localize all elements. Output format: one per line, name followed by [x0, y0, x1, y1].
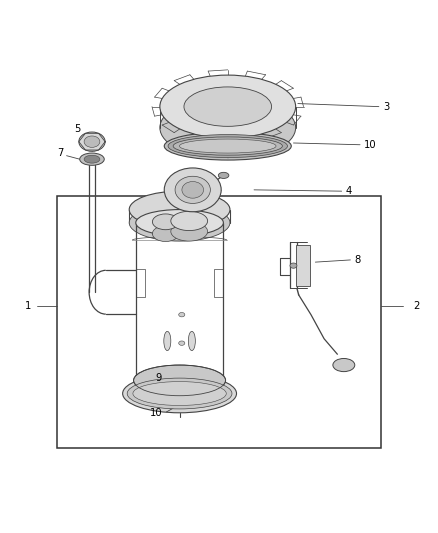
Ellipse shape [84, 155, 100, 163]
Ellipse shape [160, 96, 296, 159]
Ellipse shape [175, 176, 210, 204]
Ellipse shape [134, 365, 226, 395]
Ellipse shape [127, 378, 232, 409]
Ellipse shape [84, 136, 100, 147]
Ellipse shape [179, 312, 185, 317]
Text: 4: 4 [346, 186, 352, 196]
Bar [136, 269, 145, 297]
Text: 2: 2 [413, 301, 419, 311]
Text: 1: 1 [25, 301, 32, 311]
Ellipse shape [333, 359, 355, 372]
Ellipse shape [136, 209, 223, 236]
Ellipse shape [184, 87, 272, 126]
Ellipse shape [164, 132, 291, 160]
Text: 7: 7 [57, 148, 64, 158]
Ellipse shape [290, 263, 297, 268]
Ellipse shape [171, 211, 208, 231]
Ellipse shape [168, 134, 287, 158]
Ellipse shape [152, 226, 179, 241]
Text: 5: 5 [74, 124, 81, 134]
Ellipse shape [184, 102, 272, 141]
Ellipse shape [152, 214, 179, 230]
Ellipse shape [171, 222, 208, 241]
Ellipse shape [133, 382, 226, 406]
Ellipse shape [160, 75, 296, 138]
Ellipse shape [129, 204, 230, 241]
Bar [296, 245, 310, 286]
Ellipse shape [180, 139, 276, 153]
Ellipse shape [218, 172, 229, 179]
Text: 10: 10 [149, 408, 162, 418]
Ellipse shape [129, 191, 230, 228]
Ellipse shape [188, 332, 195, 351]
Ellipse shape [173, 137, 283, 155]
Ellipse shape [182, 182, 204, 198]
Ellipse shape [79, 132, 105, 151]
Ellipse shape [80, 153, 104, 165]
Ellipse shape [164, 332, 171, 351]
Ellipse shape [164, 168, 221, 212]
Text: 8: 8 [355, 255, 361, 265]
Ellipse shape [179, 341, 185, 345]
Bar [57, 197, 381, 448]
Text: 10: 10 [364, 140, 376, 150]
Text: 3: 3 [383, 102, 389, 111]
Ellipse shape [123, 374, 237, 413]
Bar [214, 269, 223, 297]
Text: 9: 9 [155, 373, 162, 383]
